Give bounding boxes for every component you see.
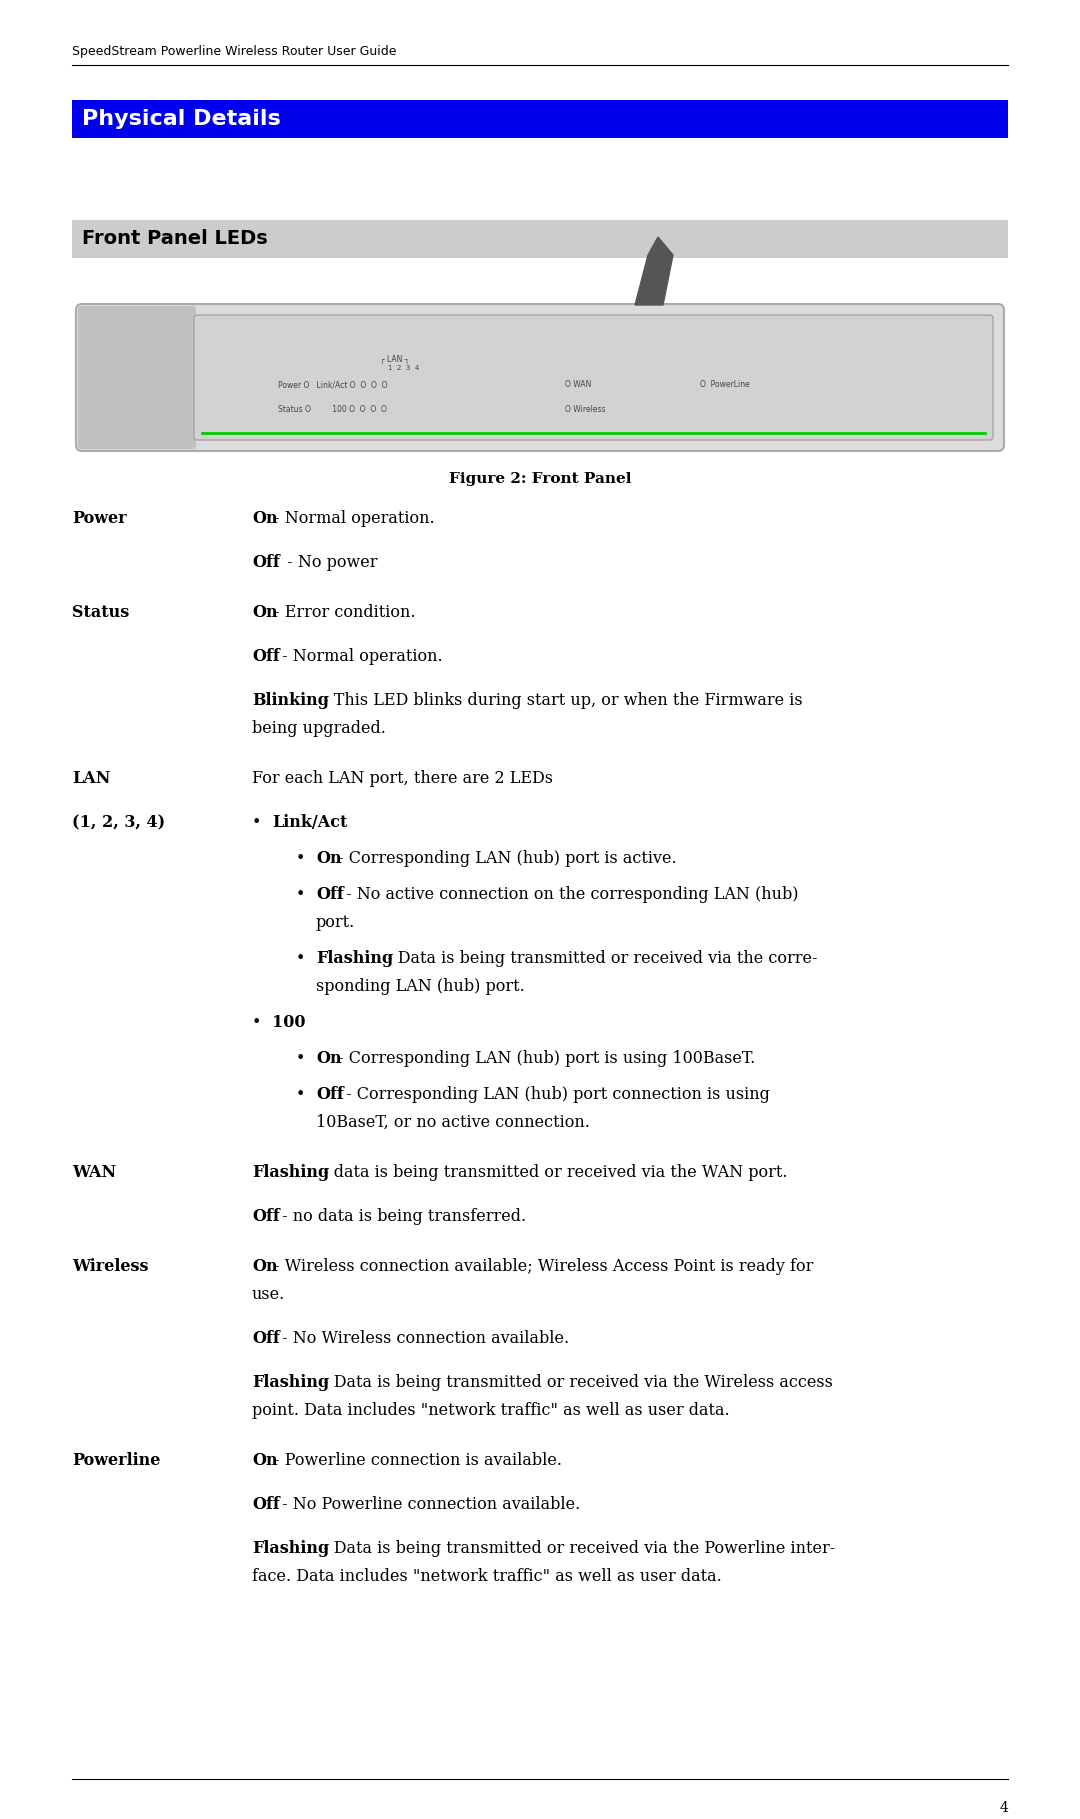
Text: •: • <box>252 813 261 831</box>
Text: 100: 100 <box>272 1013 306 1031</box>
Bar <box>72 220 1008 258</box>
Text: Status: Status <box>72 604 130 620</box>
Text: - Data is being transmitted or received via the Powerline inter-: - Data is being transmitted or received … <box>319 1541 836 1557</box>
Text: (1, 2, 3, 4): (1, 2, 3, 4) <box>72 813 165 831</box>
Text: ┌ LAN ┐: ┌ LAN ┐ <box>380 355 409 364</box>
Text: - No Wireless connection available.: - No Wireless connection available. <box>276 1330 569 1348</box>
Text: Powerline: Powerline <box>72 1452 160 1470</box>
Text: - Corresponding LAN (hub) port is using 100BaseT.: - Corresponding LAN (hub) port is using … <box>333 1050 755 1068</box>
Text: Physical Details: Physical Details <box>82 109 281 129</box>
Text: Link/Act: Link/Act <box>272 813 348 831</box>
Text: Off: Off <box>252 648 280 666</box>
Text: Off: Off <box>252 1208 280 1224</box>
Text: 1  2  3  4: 1 2 3 4 <box>388 366 419 371</box>
Text: Off: Off <box>252 555 280 571</box>
Text: O Wireless: O Wireless <box>565 406 606 415</box>
Text: •: • <box>296 886 306 902</box>
Text: - no data is being transferred.: - no data is being transferred. <box>276 1208 526 1224</box>
Text: - Data is being transmitted or received via the corre-: - Data is being transmitted or received … <box>382 950 818 968</box>
Text: O  PowerLine: O PowerLine <box>700 380 750 389</box>
FancyBboxPatch shape <box>78 306 195 449</box>
Text: - Normal operation.: - Normal operation. <box>269 509 434 528</box>
Text: Off: Off <box>252 1330 280 1348</box>
Text: Off: Off <box>316 886 343 902</box>
Text: face. Data includes "network traffic" as well as user data.: face. Data includes "network traffic" as… <box>252 1568 721 1584</box>
FancyBboxPatch shape <box>194 315 993 440</box>
Text: point. Data includes "network traffic" as well as user data.: point. Data includes "network traffic" a… <box>252 1402 730 1419</box>
Polygon shape <box>635 236 673 306</box>
FancyBboxPatch shape <box>76 304 1004 451</box>
Text: - Corresponding LAN (hub) port connection is using: - Corresponding LAN (hub) port connectio… <box>341 1086 770 1102</box>
Text: - No Powerline connection available.: - No Powerline connection available. <box>276 1495 580 1513</box>
Text: - Wireless connection available; Wireless Access Point is ready for: - Wireless connection available; Wireles… <box>269 1259 813 1275</box>
Text: - Error condition.: - Error condition. <box>269 604 415 620</box>
Text: •: • <box>252 1013 261 1031</box>
Text: SpeedStream Powerline Wireless Router User Guide: SpeedStream Powerline Wireless Router Us… <box>72 45 396 58</box>
Text: Blinking: Blinking <box>252 691 329 709</box>
Text: Flashing: Flashing <box>252 1373 329 1392</box>
Text: Wireless: Wireless <box>72 1259 149 1275</box>
Text: O WAN: O WAN <box>565 380 592 389</box>
Text: On: On <box>252 509 278 528</box>
Text: - This LED blinks during start up, or when the Firmware is: - This LED blinks during start up, or wh… <box>319 691 802 709</box>
Text: Off: Off <box>252 1495 280 1513</box>
Text: Front Panel LEDs: Front Panel LEDs <box>82 229 268 249</box>
Text: On: On <box>316 1050 341 1068</box>
Text: - Powerline connection is available.: - Powerline connection is available. <box>269 1452 562 1470</box>
Text: Off: Off <box>316 1086 343 1102</box>
Text: - No power: - No power <box>276 555 377 571</box>
Text: use.: use. <box>252 1286 285 1302</box>
Text: - No active connection on the corresponding LAN (hub): - No active connection on the correspond… <box>341 886 798 902</box>
Text: WAN: WAN <box>72 1164 117 1181</box>
Text: - Normal operation.: - Normal operation. <box>276 648 443 666</box>
Text: •: • <box>296 849 306 868</box>
Text: On: On <box>252 1259 278 1275</box>
Text: Flashing: Flashing <box>316 950 393 968</box>
Text: - Corresponding LAN (hub) port is active.: - Corresponding LAN (hub) port is active… <box>333 849 676 868</box>
Text: Status O         100 O  O  O  O: Status O 100 O O O O <box>278 406 387 415</box>
Text: Flashing: Flashing <box>252 1164 329 1181</box>
Text: On: On <box>316 849 341 868</box>
Text: sponding LAN (hub) port.: sponding LAN (hub) port. <box>316 979 525 995</box>
Text: •: • <box>296 1050 306 1068</box>
Text: - Data is being transmitted or received via the Wireless access: - Data is being transmitted or received … <box>319 1373 833 1392</box>
Text: For each LAN port, there are 2 LEDs: For each LAN port, there are 2 LEDs <box>252 769 553 788</box>
Text: 4: 4 <box>999 1801 1008 1815</box>
Text: •: • <box>296 950 306 968</box>
Text: - data is being transmitted or received via the WAN port.: - data is being transmitted or received … <box>319 1164 787 1181</box>
Text: 10BaseT, or no active connection.: 10BaseT, or no active connection. <box>316 1113 590 1131</box>
Text: •: • <box>296 1086 306 1102</box>
Text: Flashing: Flashing <box>252 1541 329 1557</box>
Text: On: On <box>252 604 278 620</box>
Text: Figure 2: Front Panel: Figure 2: Front Panel <box>449 471 631 486</box>
Text: being upgraded.: being upgraded. <box>252 720 386 737</box>
Text: port.: port. <box>316 913 355 931</box>
Text: On: On <box>252 1452 278 1470</box>
Text: Power O   Link/Act O  O  O  O: Power O Link/Act O O O O <box>278 380 388 389</box>
Text: LAN: LAN <box>72 769 110 788</box>
Text: Power: Power <box>72 509 126 528</box>
Bar <box>72 100 1008 138</box>
